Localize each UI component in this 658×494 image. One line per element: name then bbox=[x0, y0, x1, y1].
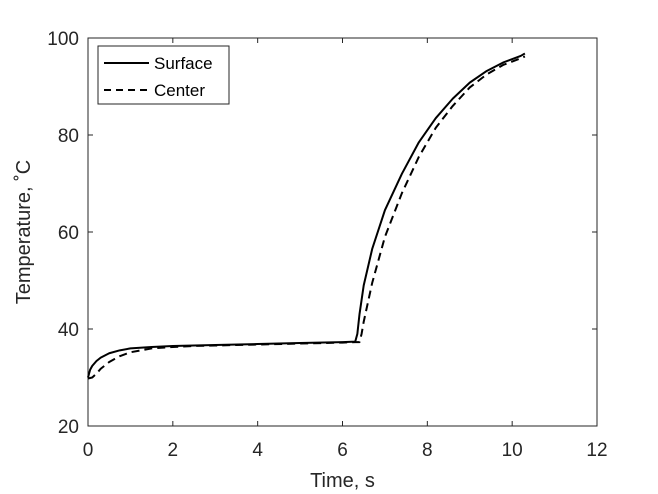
y-tick-label: 60 bbox=[58, 223, 79, 244]
y-tick-label: 100 bbox=[47, 29, 79, 50]
x-tick-label: 10 bbox=[502, 440, 523, 461]
legend-box bbox=[97, 45, 230, 105]
series-surface-line bbox=[87, 52, 526, 378]
x-tick-label: 0 bbox=[83, 440, 94, 461]
tick-layer: 0 2 4 6 8 10 12 20 40 60 80 100 bbox=[47, 29, 607, 461]
series-layer bbox=[87, 52, 526, 380]
legend-label-surface: Surface bbox=[154, 54, 213, 73]
x-axis-label: Time, s bbox=[310, 470, 375, 492]
y-tick-label: 40 bbox=[58, 320, 79, 341]
x-tick-label: 2 bbox=[168, 440, 179, 461]
x-tick-label: 12 bbox=[586, 440, 607, 461]
y-tick-label: 80 bbox=[58, 126, 79, 147]
series-center-line bbox=[87, 55, 526, 380]
legend: Surface Center bbox=[97, 45, 230, 105]
x-tick-label: 4 bbox=[252, 440, 263, 461]
y-tick-label: 20 bbox=[58, 417, 79, 438]
y-axis-label: Temperature, ˚C bbox=[13, 160, 35, 305]
x-tick-label: 8 bbox=[422, 440, 433, 461]
legend-label-center: Center bbox=[154, 81, 205, 100]
x-tick-label: 6 bbox=[337, 440, 348, 461]
